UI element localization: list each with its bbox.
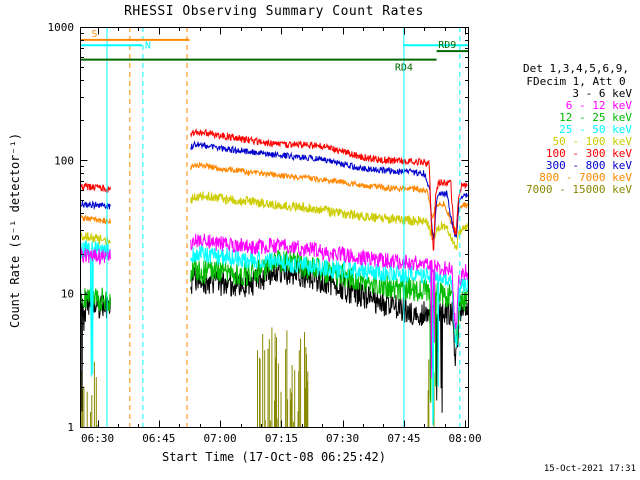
- flag-label: N: [145, 41, 151, 52]
- series-line-100-300: [190, 128, 468, 252]
- y-axis-label: Count Rate (s⁻¹ detector⁻¹): [8, 132, 22, 328]
- flag-label: S: [91, 29, 97, 40]
- x-tick-label: 07:45: [387, 432, 420, 445]
- series-line-12-25: [80, 287, 111, 312]
- x-tick-label: 06:45: [142, 432, 175, 445]
- series-line-6-12: [190, 233, 468, 379]
- legend-entry-3-6: 3 - 6 keV: [572, 87, 632, 100]
- axis-box: [80, 27, 469, 428]
- series-100-300: [80, 128, 468, 252]
- legend-entry-12-25: 12 - 25 keV: [559, 111, 632, 124]
- x-tick-label: 07:30: [326, 432, 359, 445]
- x-tick-label: 07:00: [204, 432, 237, 445]
- x-tick-label: 06:30: [81, 432, 114, 445]
- series-50-100: [80, 191, 468, 251]
- legend-entries: 3 - 6 keV 6 - 12 keV 12 - 25 keV 25 - 50 ke…: [520, 88, 632, 196]
- series-line-800-7000: [190, 161, 468, 234]
- series-line-300-800: [80, 200, 111, 211]
- flag-label: RD9: [438, 40, 456, 51]
- x-axis-label: Start Time (17-Oct-08 06:25:42): [162, 450, 386, 464]
- series-line-3-6: [190, 260, 468, 413]
- y-tick-label: 1: [67, 421, 74, 434]
- x-tick-label: 07:15: [265, 432, 298, 445]
- creation-timestamp: 15-Oct-2021 17:31: [543, 464, 636, 474]
- legend-entry-25-50: 25 - 50 keV: [559, 123, 632, 136]
- series-300-800: [80, 140, 468, 241]
- series-line-100-300: [80, 182, 111, 193]
- legend-entry-300-800: 300 - 800 keV: [545, 159, 632, 172]
- series-line-6-12: [80, 247, 111, 266]
- series-line-800-7000: [80, 214, 111, 225]
- legend-entry-800-7000: 800 - 7000 keV: [539, 171, 632, 184]
- curves-group: [80, 128, 468, 427]
- legend-entry-100-300: 100 - 300 keV: [545, 147, 632, 160]
- series-line-3-6: [80, 291, 111, 412]
- x-tick-label: 08:00: [449, 432, 482, 445]
- legend-entry-6-12: 6 - 12 keV: [565, 99, 632, 112]
- series-800-7000: [80, 161, 468, 234]
- y-tick-label: 1000: [48, 21, 75, 34]
- series-line-50-100: [190, 191, 468, 251]
- y-tick-label: 100: [54, 154, 74, 167]
- tick-labels: 06:30 06:45 07:00 07:15 07:30 07:45 08:00 1 10 10…: [48, 21, 482, 445]
- chart-title: RHESSI Observing Summary Count Rates: [124, 4, 424, 19]
- series-line-25-50: [190, 244, 468, 426]
- series-line-300-800: [190, 140, 468, 241]
- y-tick-label: 10: [61, 288, 74, 301]
- legend-entry-50-100: 50 - 100 keV: [552, 135, 632, 148]
- series-7000-15000: [80, 327, 435, 427]
- series-6-12: [80, 233, 468, 379]
- legend-header-detectors: Det 1,3,4,5,6,9,: [523, 62, 629, 75]
- legend: Det 1,3,4,5,6,9, FDecim 1, Att 0 3 - 6 k…: [520, 62, 632, 196]
- series-line-50-100: [80, 230, 111, 246]
- legend-entry-7000-15000: 7000 - 15000 keV: [526, 183, 632, 196]
- legend-header-config: FDecim 1, Att 0: [526, 75, 626, 88]
- axes-group: [80, 27, 469, 428]
- flag-label: RD4: [395, 63, 413, 74]
